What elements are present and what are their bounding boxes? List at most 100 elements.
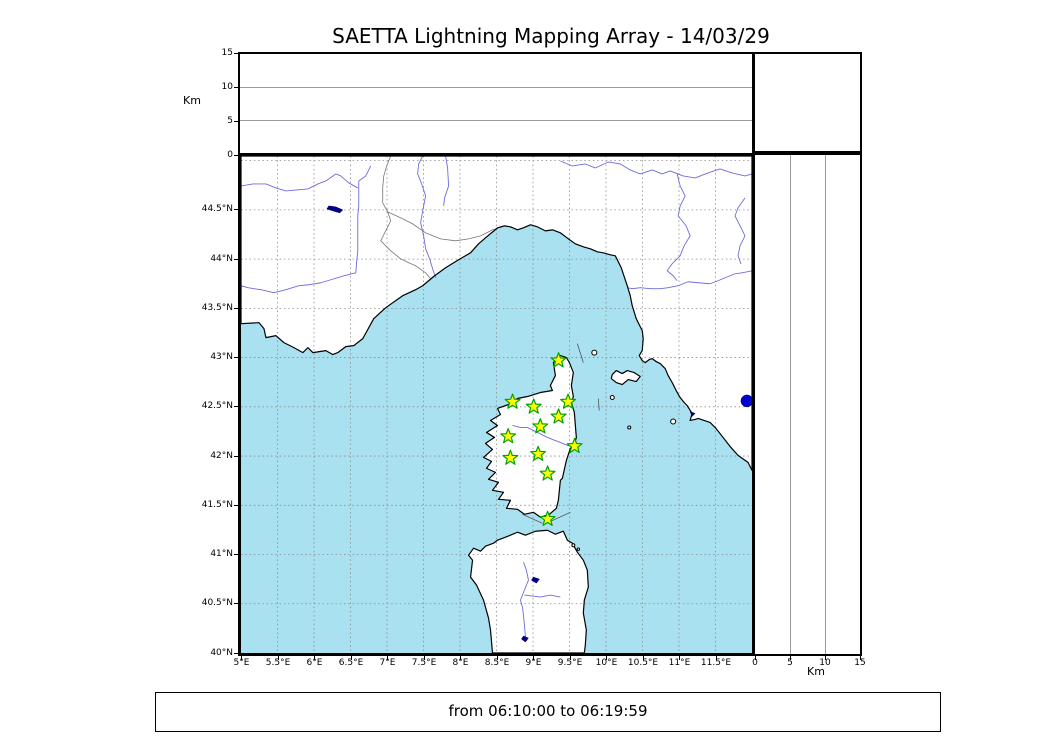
lma-station-marker xyxy=(500,427,517,444)
alt-tick xyxy=(234,52,238,54)
coastline xyxy=(241,156,752,471)
altitude-gridline xyxy=(790,155,791,654)
lon-tick-label: 9°E xyxy=(525,658,542,668)
coastline xyxy=(482,354,577,518)
lon-tick xyxy=(496,656,498,660)
lake xyxy=(521,635,529,643)
lon-tick xyxy=(277,656,279,660)
alt-tick xyxy=(824,656,826,660)
land-fill xyxy=(241,156,752,471)
lon-tick xyxy=(314,656,315,660)
histogram-corner-panel xyxy=(755,52,862,153)
river xyxy=(512,425,574,447)
altitude-gridline xyxy=(240,87,752,88)
line-segment xyxy=(522,513,543,524)
island xyxy=(576,547,581,551)
lma-station-marker xyxy=(539,510,556,526)
island xyxy=(627,425,632,430)
lon-tick-label: 8°E xyxy=(452,658,469,668)
lon-tick xyxy=(606,656,607,660)
lat-tick xyxy=(234,357,238,359)
alt-tick xyxy=(859,656,861,660)
lat-tick-label: 42.5°N xyxy=(201,401,233,412)
lma-station-marker xyxy=(530,445,547,461)
lat-tick-label: 41.5°N xyxy=(201,499,233,510)
island xyxy=(609,395,615,401)
alt-tick xyxy=(754,656,756,660)
time-range-box: from 06:10:00 to 06:19:59 xyxy=(155,692,941,732)
lon-tick-label: 11°E xyxy=(668,658,691,668)
lon-tick-label: 5°E xyxy=(233,658,250,668)
alt-tick-label: 5 xyxy=(787,658,793,668)
lat-tick xyxy=(234,504,238,506)
lat-tick xyxy=(234,554,238,556)
lon-tick-label: 7.5°E xyxy=(411,658,437,668)
alt-tick-label: 15 xyxy=(221,48,233,58)
river xyxy=(666,173,691,282)
alt-tick-label: 10 xyxy=(221,82,233,92)
lat-tick-label: 43°N xyxy=(210,352,233,363)
lake xyxy=(326,205,344,214)
river xyxy=(627,270,752,290)
lat-tick-label: 42°N xyxy=(210,450,233,461)
river xyxy=(417,156,437,278)
lon-tick xyxy=(569,656,571,660)
lat-tick xyxy=(234,406,238,408)
lat-tick xyxy=(234,603,238,605)
land-fill xyxy=(483,355,577,518)
lat-tick xyxy=(234,307,238,309)
line-segment xyxy=(548,511,571,523)
island xyxy=(591,349,598,356)
lon-tick-label: 5.5°E xyxy=(265,658,291,668)
lake xyxy=(531,576,540,584)
river xyxy=(734,197,746,264)
alt-tick-label: 15 xyxy=(854,658,866,668)
river xyxy=(241,165,372,294)
lon-tick xyxy=(387,656,388,660)
lma-station-marker xyxy=(550,408,567,424)
lon-tick xyxy=(679,656,680,660)
event-dot xyxy=(740,394,752,408)
lon-tick-label: 6°E xyxy=(306,658,323,668)
island xyxy=(670,418,677,425)
altitude-latitude-panel xyxy=(755,153,862,656)
lon-tick xyxy=(350,656,352,660)
altitude-gridline xyxy=(240,120,752,121)
lat-tick-label: 43.5°N xyxy=(201,302,233,313)
alt-tick-label: 0 xyxy=(752,658,758,668)
land-fill xyxy=(468,530,589,653)
island xyxy=(571,543,576,548)
lon-tick xyxy=(642,656,644,660)
alt-tick-label: 10 xyxy=(819,658,831,668)
lat-tick-label: 44°N xyxy=(210,253,233,264)
altitude-axis-label-left: Km xyxy=(183,94,201,107)
lon-tick xyxy=(423,656,425,660)
lma-station-marker xyxy=(502,449,519,465)
lat-tick-label: 41°N xyxy=(210,549,233,560)
lma-station-marker xyxy=(550,352,567,368)
alt-tick xyxy=(234,154,238,156)
land-fill xyxy=(611,370,641,385)
river xyxy=(524,594,561,598)
lon-tick-label: 10°E xyxy=(595,658,618,668)
lma-station-marker xyxy=(525,398,542,414)
lon-tick xyxy=(241,656,242,660)
lat-tick-label: 44.5°N xyxy=(201,204,233,215)
lon-tick-label: 8.5°E xyxy=(484,658,510,668)
alt-tick xyxy=(234,86,238,88)
river xyxy=(443,156,450,206)
altitude-gridline xyxy=(825,155,826,654)
lma-station-marker xyxy=(504,393,521,409)
river xyxy=(560,160,752,179)
altitude-axis-label-bottom: Km xyxy=(807,665,825,678)
lon-tick-label: 6.5°E xyxy=(338,658,364,668)
lat-tick xyxy=(234,209,238,211)
map-panel xyxy=(238,153,755,656)
alt-tick-label: 5 xyxy=(227,116,233,126)
lat-tick-label: 40°N xyxy=(210,647,233,658)
line-segment xyxy=(577,343,584,363)
lon-tick-label: 11.5°E xyxy=(700,658,732,668)
figure-title: SAETTA Lightning Mapping Array - 14/03/2… xyxy=(332,24,770,48)
lon-tick xyxy=(715,656,717,660)
